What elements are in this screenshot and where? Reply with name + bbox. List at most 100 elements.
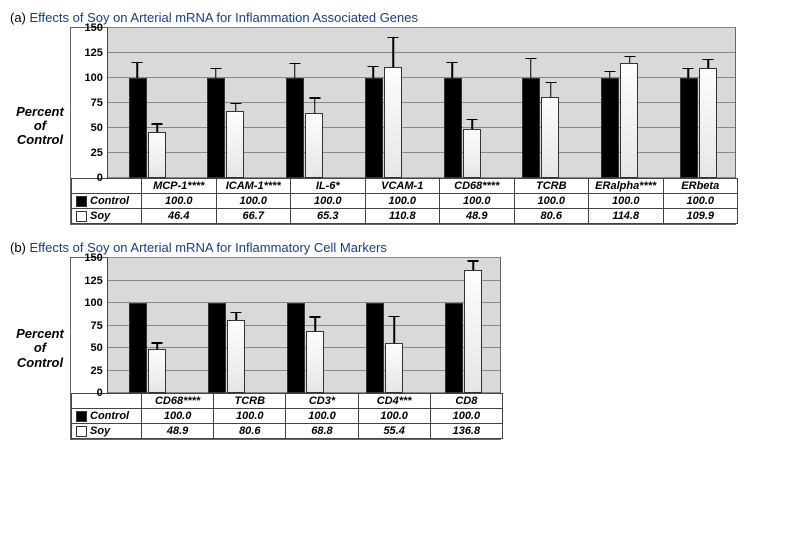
category-label: CD68****	[440, 179, 515, 194]
ytick: 25	[91, 147, 103, 159]
bar-group	[265, 78, 344, 178]
category-label: CD8	[430, 394, 502, 409]
errorbar	[314, 99, 316, 113]
errorbar	[373, 67, 375, 78]
errorcap	[468, 260, 479, 262]
category-label: TCRB	[514, 179, 589, 194]
errorcap	[310, 316, 321, 318]
plot-row: 0255075100125150	[71, 258, 500, 393]
soy-value: 65.3	[291, 209, 366, 224]
control-value: 100.0	[286, 409, 358, 424]
errorbar	[394, 317, 396, 343]
control-value: 100.0	[663, 194, 738, 209]
errorcap	[447, 62, 458, 64]
soy-value: 46.4	[142, 209, 217, 224]
soy-value: 66.7	[216, 209, 291, 224]
bar-soy	[148, 132, 166, 178]
control-value: 100.0	[589, 194, 664, 209]
ytick: 100	[84, 72, 102, 84]
ytick: 125	[84, 47, 102, 59]
ytick: 0	[97, 387, 103, 399]
bar-control	[129, 78, 147, 178]
errorbar	[473, 262, 475, 270]
category-label: ICAM-1****	[216, 179, 291, 194]
errorcap	[230, 103, 241, 105]
category-label: CD68****	[142, 394, 214, 409]
errorbar	[393, 38, 395, 67]
bar-group	[345, 303, 424, 393]
bar-group	[344, 67, 423, 178]
panel-title: Effects of Soy on Arterial mRNA for Infl…	[30, 240, 387, 255]
errorcap	[152, 123, 163, 125]
bar-soy	[385, 343, 403, 393]
errorbar	[136, 63, 138, 78]
bar-group	[502, 78, 581, 178]
errorcap	[152, 342, 163, 344]
chart-and-table: 0255075100125150 CD68****TCRBCD3*CD4***C…	[70, 257, 501, 440]
category-label: CD3*	[286, 394, 358, 409]
bar-group	[659, 68, 738, 178]
ytick: 100	[84, 297, 102, 309]
soy-value: 48.9	[142, 424, 214, 439]
soy-value: 48.9	[440, 209, 515, 224]
control-value: 100.0	[514, 194, 589, 209]
bar-control	[365, 78, 383, 178]
category-label: IL-6*	[291, 179, 366, 194]
errorcap	[289, 63, 300, 65]
bar-group	[423, 78, 502, 178]
gridline	[108, 257, 500, 258]
errorbar	[294, 64, 296, 78]
control-value: 100.0	[214, 409, 286, 424]
legend-soy: Soy	[72, 424, 142, 439]
gridline	[108, 27, 735, 28]
legend-control: Control	[72, 194, 142, 209]
bar-soy	[464, 270, 482, 393]
soy-value: 109.9	[663, 209, 738, 224]
bar-group	[187, 303, 266, 393]
bar-control	[522, 78, 540, 178]
bar-soy	[384, 67, 402, 178]
bar-soy	[148, 349, 166, 393]
bar-control	[445, 303, 463, 393]
chart-and-table: 0255075100125150 MCP-1****ICAM-1****IL-6…	[70, 27, 736, 225]
errorcap	[545, 82, 556, 84]
errorcap	[683, 68, 694, 70]
bar-group	[187, 78, 266, 178]
bar-control	[601, 78, 619, 178]
gridline	[108, 52, 735, 53]
legend-swatch-soy	[76, 426, 87, 437]
bar-group	[580, 63, 659, 178]
bar-control	[287, 303, 305, 393]
bar-soy	[306, 331, 324, 393]
legend-soy-label: Soy	[90, 210, 110, 222]
table-corner	[72, 394, 142, 409]
errorbar	[530, 59, 532, 78]
category-label: TCRB	[214, 394, 286, 409]
bar-control	[366, 303, 384, 393]
y-axis-label: PercentofControl	[10, 327, 70, 370]
legend-soy-label: Soy	[90, 425, 110, 437]
errorcap	[525, 58, 536, 60]
bar-soy	[227, 320, 245, 393]
panel-label: (b)	[10, 240, 30, 255]
panel-b: (b) Effects of Soy on Arterial mRNA for …	[10, 240, 790, 440]
plot-area	[108, 258, 500, 393]
legend-swatch-control	[76, 196, 87, 207]
bar-soy	[541, 97, 559, 178]
ytick: 0	[97, 172, 103, 184]
soy-value: 55.4	[358, 424, 430, 439]
panel-a: (a) Effects of Soy on Arterial mRNA for …	[10, 10, 790, 225]
ytick: 150	[84, 22, 102, 34]
errorbar	[156, 125, 158, 132]
ytick: 75	[91, 320, 103, 332]
errorcap	[231, 312, 242, 314]
bar-group	[108, 78, 187, 178]
ytick: 50	[91, 342, 103, 354]
ytick: 25	[91, 365, 103, 377]
legend-swatch-control	[76, 411, 87, 422]
bar-group	[424, 270, 503, 393]
bar-group	[266, 303, 345, 393]
soy-value: 80.6	[214, 424, 286, 439]
bar-control	[129, 303, 147, 393]
soy-value: 68.8	[286, 424, 358, 439]
